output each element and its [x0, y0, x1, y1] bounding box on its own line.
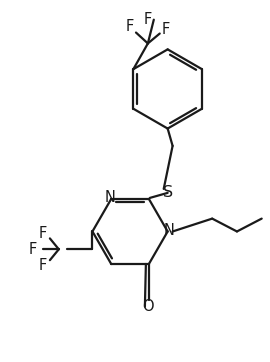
- Text: F: F: [29, 242, 37, 257]
- Text: F: F: [161, 22, 170, 37]
- Text: F: F: [39, 226, 47, 241]
- Text: F: F: [144, 12, 152, 27]
- Text: F: F: [126, 19, 134, 34]
- Text: S: S: [163, 185, 173, 201]
- Text: F: F: [39, 258, 47, 273]
- Text: N: N: [163, 223, 174, 238]
- Text: N: N: [105, 190, 116, 205]
- Text: O: O: [142, 299, 154, 314]
